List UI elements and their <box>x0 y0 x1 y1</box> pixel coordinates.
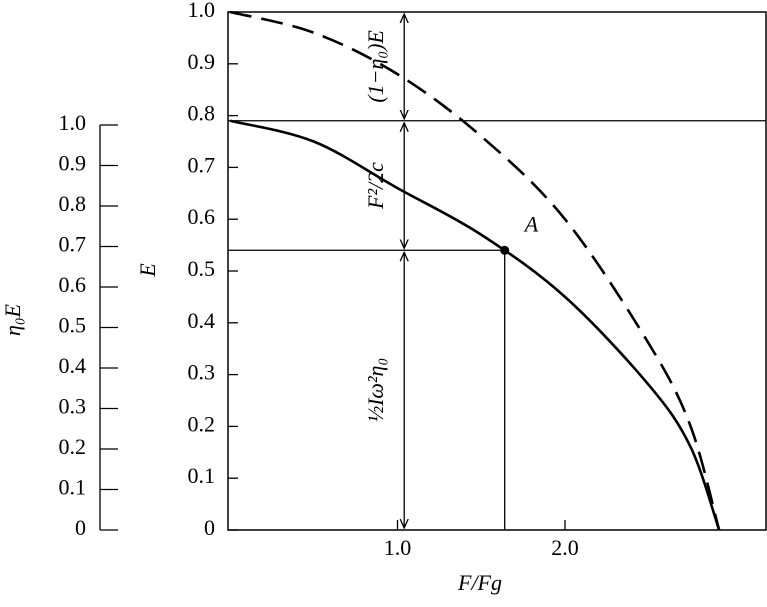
y-tick-label: 0 <box>204 515 215 540</box>
y2-tick-label: 0.2 <box>59 434 87 459</box>
y-tick-label: 0.6 <box>188 204 216 229</box>
y2-tick-label: 0.3 <box>59 394 87 419</box>
y2-tick-label: 0.7 <box>59 232 87 257</box>
y-axis-label: E <box>135 263 160 278</box>
y-tick-label: 0.2 <box>188 411 216 436</box>
curve <box>229 10 721 531</box>
y-tick-label: 0.9 <box>188 49 216 74</box>
y-tick-label: 1.0 <box>188 0 216 22</box>
x-tick-label: 1.0 <box>384 535 412 560</box>
y-tick-label: 0.8 <box>188 101 216 126</box>
y2-tick-label: 1.0 <box>59 110 87 135</box>
y-tick-label: 0.1 <box>188 463 216 488</box>
point-marker <box>500 245 510 255</box>
segment-label: ½Iω²η₀ <box>363 358 388 423</box>
y-tick-label: 0.5 <box>188 256 216 281</box>
x-tick-label: 2.0 <box>551 535 579 560</box>
y2-tick-label: 0.8 <box>59 191 87 216</box>
y2-tick-label: 0.9 <box>59 151 87 176</box>
point-label: A <box>523 211 539 236</box>
y-tick-label: 0.3 <box>188 360 216 385</box>
y2-tick-label: 0 <box>75 515 86 540</box>
x-axis-label: F/Fg <box>457 570 502 595</box>
y2-tick-label: 0.1 <box>59 475 87 500</box>
y2-tick-label: 0.4 <box>59 353 87 378</box>
y-tick-label: 0.7 <box>188 152 216 177</box>
plot-frame <box>227 11 767 531</box>
curve <box>229 119 721 531</box>
y2-tick-label: 0.6 <box>59 272 87 297</box>
y2-tick-label: 0.5 <box>59 313 87 338</box>
y2-axis-label: η₀E <box>0 303 25 336</box>
y-tick-label: 0.4 <box>188 308 216 333</box>
